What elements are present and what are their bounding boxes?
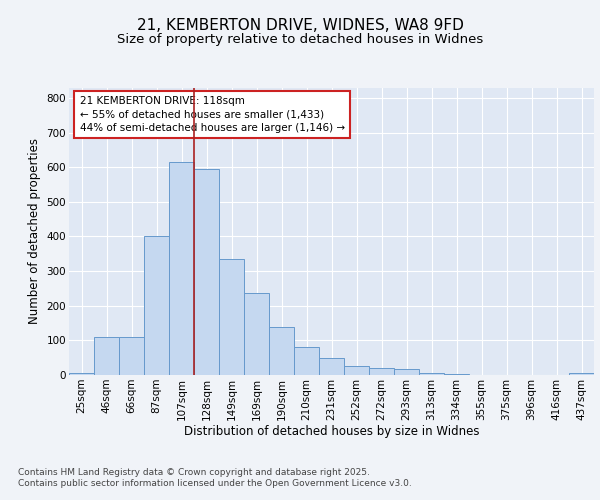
Text: Size of property relative to detached houses in Widnes: Size of property relative to detached ho… xyxy=(117,32,483,46)
Bar xyxy=(319,358,344,375)
Bar xyxy=(119,337,144,375)
X-axis label: Distribution of detached houses by size in Widnes: Distribution of detached houses by size … xyxy=(184,426,479,438)
Bar xyxy=(294,348,319,375)
Bar xyxy=(219,259,244,375)
Bar xyxy=(144,236,169,375)
Bar xyxy=(94,337,119,375)
Bar xyxy=(444,374,469,375)
Bar xyxy=(569,374,594,375)
Bar xyxy=(69,374,94,375)
Text: 21, KEMBERTON DRIVE, WIDNES, WA8 9FD: 21, KEMBERTON DRIVE, WIDNES, WA8 9FD xyxy=(137,18,463,32)
Text: 21 KEMBERTON DRIVE: 118sqm
← 55% of detached houses are smaller (1,433)
44% of s: 21 KEMBERTON DRIVE: 118sqm ← 55% of deta… xyxy=(79,96,344,132)
Bar xyxy=(344,366,369,375)
Bar xyxy=(194,169,219,375)
Bar xyxy=(169,162,194,375)
Bar xyxy=(269,327,294,375)
Bar xyxy=(394,369,419,375)
Text: Contains HM Land Registry data © Crown copyright and database right 2025.
Contai: Contains HM Land Registry data © Crown c… xyxy=(18,468,412,487)
Bar xyxy=(419,374,444,375)
Bar xyxy=(244,292,269,375)
Y-axis label: Number of detached properties: Number of detached properties xyxy=(28,138,41,324)
Bar xyxy=(369,368,394,375)
